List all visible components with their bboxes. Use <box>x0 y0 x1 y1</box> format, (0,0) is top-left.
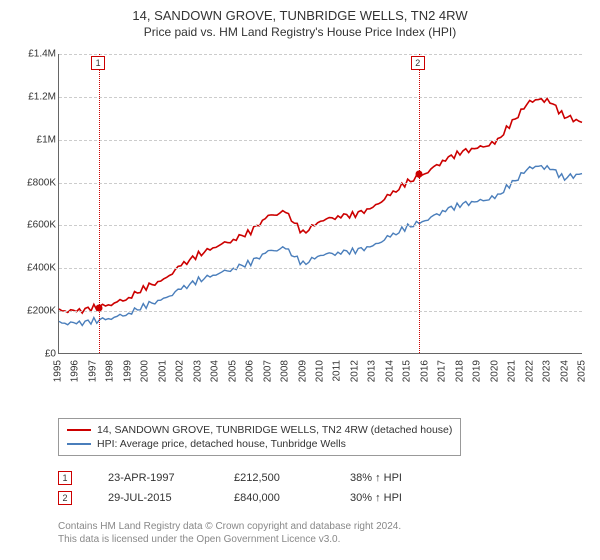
legend-label: 14, SANDOWN GROVE, TUNBRIDGE WELLS, TN2 … <box>97 424 452 436</box>
sale-price: £212,500 <box>234 472 314 484</box>
sale-marker-box: 2 <box>58 491 72 505</box>
x-axis-label: 2017 <box>437 360 448 382</box>
y-axis-label: £1.2M <box>12 91 56 102</box>
x-axis-label: 1996 <box>70 360 81 382</box>
footer-line2: This data is licensed under the Open Gov… <box>58 533 401 546</box>
sale-price: £840,000 <box>234 492 314 504</box>
x-axis-label: 2014 <box>384 360 395 382</box>
sale-marker-box: 2 <box>411 56 425 70</box>
y-axis-label: £1.4M <box>12 49 56 60</box>
gridline <box>59 54 582 55</box>
y-axis-label: £0 <box>12 349 56 360</box>
x-axis-label: 2001 <box>157 360 168 382</box>
footer-attribution: Contains HM Land Registry data © Crown c… <box>58 520 401 546</box>
y-axis-label: £400K <box>12 263 56 274</box>
x-axis-label: 1997 <box>87 360 98 382</box>
x-axis-label: 2012 <box>349 360 360 382</box>
legend: 14, SANDOWN GROVE, TUNBRIDGE WELLS, TN2 … <box>58 418 461 456</box>
x-axis-label: 1995 <box>53 360 64 382</box>
gridline <box>59 268 582 269</box>
gridline <box>59 97 582 98</box>
gridline <box>59 311 582 312</box>
gridline <box>59 140 582 141</box>
x-axis-label: 2008 <box>280 360 291 382</box>
sale-delta: 38% ↑ HPI <box>350 472 402 484</box>
y-axis-label: £200K <box>12 306 56 317</box>
chart-container: 14, SANDOWN GROVE, TUNBRIDGE WELLS, TN2 … <box>0 0 600 560</box>
x-axis-label: 2015 <box>402 360 413 382</box>
y-axis-label: £800K <box>12 177 56 188</box>
x-axis-label: 2025 <box>577 360 588 382</box>
sale-marker-line <box>419 54 420 353</box>
x-axis-label: 2009 <box>297 360 308 382</box>
chart-title-line1: 14, SANDOWN GROVE, TUNBRIDGE WELLS, TN2 … <box>0 0 600 23</box>
x-axis-label: 2013 <box>367 360 378 382</box>
sales-table: 1 23-APR-1997 £212,500 38% ↑ HPI 2 29-JU… <box>58 468 402 508</box>
x-axis-label: 2020 <box>489 360 500 382</box>
footer-line1: Contains HM Land Registry data © Crown c… <box>58 520 401 533</box>
x-axis-label: 2005 <box>227 360 238 382</box>
x-axis-label: 1998 <box>105 360 116 382</box>
x-axis-label: 2007 <box>262 360 273 382</box>
x-axis-label: 2003 <box>192 360 203 382</box>
legend-item: HPI: Average price, detached house, Tunb… <box>67 437 452 451</box>
legend-item: 14, SANDOWN GROVE, TUNBRIDGE WELLS, TN2 … <box>67 423 452 437</box>
sale-marker-box: 1 <box>58 471 72 485</box>
legend-swatch <box>67 429 91 431</box>
line-series-svg <box>59 54 582 353</box>
x-axis-label: 2018 <box>454 360 465 382</box>
x-axis-label: 2006 <box>245 360 256 382</box>
sale-marker-box: 1 <box>91 56 105 70</box>
gridline <box>59 225 582 226</box>
sale-point-dot <box>415 171 422 178</box>
sale-date: 23-APR-1997 <box>108 472 198 484</box>
y-axis-label: £600K <box>12 220 56 231</box>
sale-point-dot <box>96 305 103 312</box>
sales-row: 1 23-APR-1997 £212,500 38% ↑ HPI <box>58 468 402 488</box>
legend-label: HPI: Average price, detached house, Tunb… <box>97 438 346 450</box>
x-axis-label: 1999 <box>122 360 133 382</box>
series-line <box>59 166 582 326</box>
x-axis-label: 2004 <box>210 360 221 382</box>
x-axis-label: 2011 <box>332 360 343 382</box>
y-axis-label: £1M <box>12 134 56 145</box>
x-axis-label: 2000 <box>140 360 151 382</box>
sale-delta: 30% ↑ HPI <box>350 492 402 504</box>
x-axis-label: 2019 <box>472 360 483 382</box>
chart-area: £0 £200K £400K £600K £800K £1M £1.2M £1.4M 1995 1… <box>10 50 590 410</box>
sales-row: 2 29-JUL-2015 £840,000 30% ↑ HPI <box>58 488 402 508</box>
x-axis-label: 2023 <box>542 360 553 382</box>
x-axis-label: 2024 <box>559 360 570 382</box>
x-axis-label: 2010 <box>315 360 326 382</box>
x-axis-label: 2022 <box>524 360 535 382</box>
legend-swatch <box>67 443 91 445</box>
gridline <box>59 183 582 184</box>
plot-area <box>58 54 582 354</box>
x-axis-label: 2016 <box>419 360 430 382</box>
series-line <box>59 98 582 313</box>
x-axis-label: 2002 <box>175 360 186 382</box>
sale-date: 29-JUL-2015 <box>108 492 198 504</box>
x-axis-label: 2021 <box>507 360 518 382</box>
chart-title-line2: Price paid vs. HM Land Registry's House … <box>0 23 600 45</box>
